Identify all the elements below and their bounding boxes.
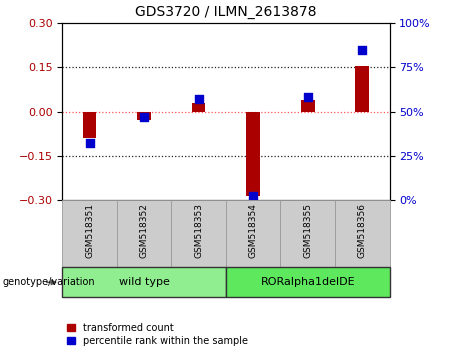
Bar: [117, 200, 171, 267]
Text: wild type: wild type: [118, 277, 170, 287]
Text: genotype/variation: genotype/variation: [2, 277, 95, 287]
Point: [359, 47, 366, 52]
Bar: [62, 200, 117, 267]
Point: [140, 114, 148, 120]
Point: [195, 96, 202, 102]
Legend: transformed count, percentile rank within the sample: transformed count, percentile rank withi…: [67, 323, 248, 346]
Bar: [171, 200, 226, 267]
Bar: [192, 103, 206, 112]
Bar: [280, 200, 335, 267]
Title: GDS3720 / ILMN_2613878: GDS3720 / ILMN_2613878: [135, 5, 317, 19]
Point: [304, 95, 311, 100]
Text: GSM518355: GSM518355: [303, 203, 312, 258]
Bar: [83, 112, 96, 138]
Text: GSM518356: GSM518356: [358, 203, 367, 258]
Bar: [355, 66, 369, 112]
Bar: [246, 112, 260, 195]
Bar: [137, 112, 151, 120]
Bar: [226, 267, 390, 297]
Text: GSM518351: GSM518351: [85, 203, 94, 258]
Text: GSM518353: GSM518353: [194, 203, 203, 258]
Text: GSM518352: GSM518352: [140, 203, 148, 258]
Text: GSM518354: GSM518354: [248, 203, 258, 258]
Bar: [301, 100, 314, 112]
Bar: [62, 267, 226, 297]
Point: [249, 194, 257, 199]
Text: RORalpha1delDE: RORalpha1delDE: [260, 277, 355, 287]
Bar: [226, 200, 280, 267]
Bar: [335, 200, 390, 267]
Point: [86, 141, 93, 146]
